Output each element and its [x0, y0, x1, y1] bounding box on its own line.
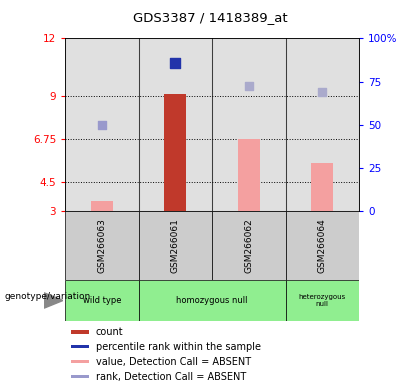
Bar — [71, 360, 89, 363]
Bar — [212, 38, 286, 211]
Point — [319, 89, 326, 95]
Text: GDS3387 / 1418389_at: GDS3387 / 1418389_at — [133, 11, 287, 24]
Text: rank, Detection Call = ABSENT: rank, Detection Call = ABSENT — [96, 372, 246, 382]
Bar — [71, 375, 89, 378]
Bar — [65, 38, 139, 211]
Bar — [65, 280, 139, 321]
Bar — [71, 330, 89, 334]
Text: GSM266064: GSM266064 — [318, 218, 327, 273]
Text: GSM266061: GSM266061 — [171, 218, 180, 273]
Text: GSM266062: GSM266062 — [244, 218, 253, 273]
Text: homozygous null: homozygous null — [176, 296, 248, 305]
Bar — [286, 280, 359, 321]
Text: genotype/variation: genotype/variation — [4, 292, 90, 301]
Bar — [139, 211, 212, 280]
Bar — [311, 163, 333, 211]
Bar — [71, 345, 89, 348]
Bar — [139, 280, 286, 321]
Bar — [212, 211, 286, 280]
Point — [172, 60, 179, 66]
Point — [245, 83, 252, 89]
Text: wild type: wild type — [83, 296, 121, 305]
Text: count: count — [96, 327, 123, 337]
Polygon shape — [44, 293, 63, 308]
Text: percentile rank within the sample: percentile rank within the sample — [96, 342, 261, 352]
Bar — [139, 38, 212, 211]
Point — [98, 122, 105, 128]
Text: value, Detection Call = ABSENT: value, Detection Call = ABSENT — [96, 357, 251, 367]
Text: heterozygous
null: heterozygous null — [299, 294, 346, 307]
Bar — [238, 139, 260, 211]
Bar — [286, 211, 359, 280]
Bar — [91, 200, 113, 211]
Bar — [286, 38, 359, 211]
Text: GSM266063: GSM266063 — [97, 218, 106, 273]
Bar — [164, 94, 186, 211]
Bar — [65, 211, 139, 280]
